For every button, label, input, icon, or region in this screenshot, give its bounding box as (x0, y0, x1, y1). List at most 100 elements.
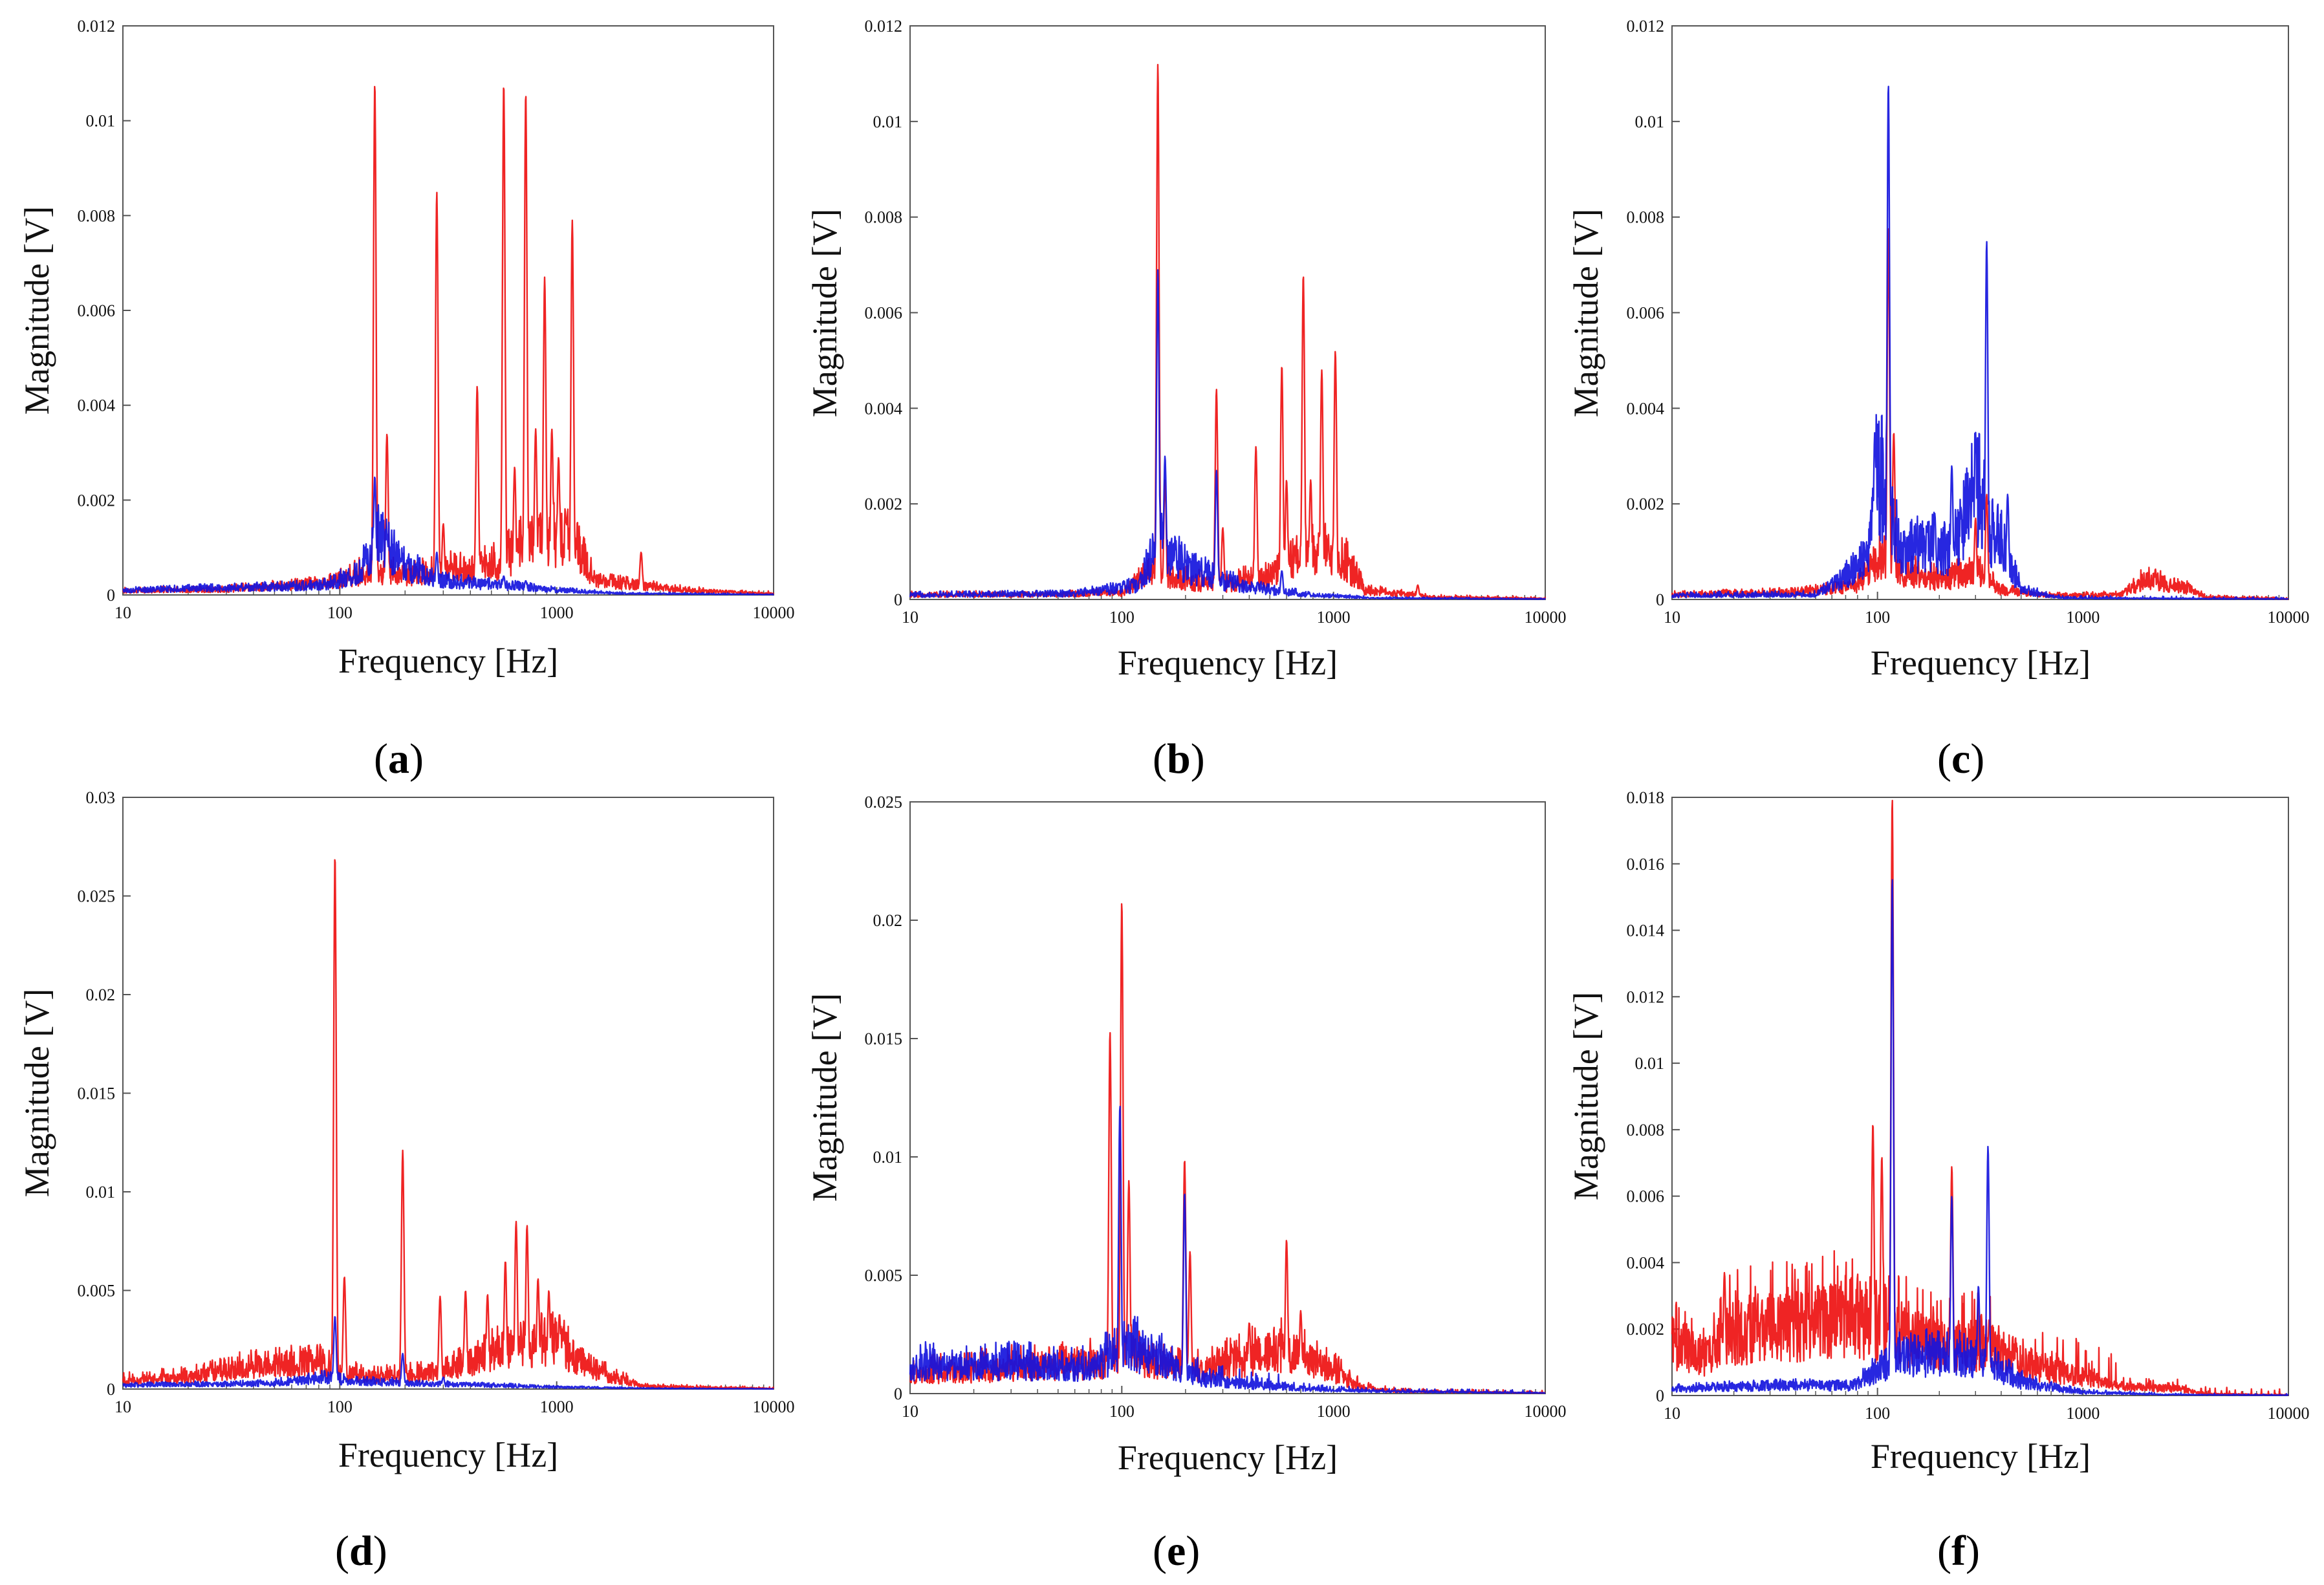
y-tick-label: 0.03 (86, 788, 116, 807)
y-tick-label: 0 (894, 1385, 902, 1403)
x-tick-label: 100 (327, 1397, 353, 1416)
y-axis-label: Magnitude [V] (17, 206, 56, 415)
y-tick-label: 0.025 (78, 887, 116, 906)
y-tick-label: 0.008 (865, 208, 903, 227)
panel-caption: (e) (1153, 1527, 1200, 1575)
y-tick-label: 0.015 (78, 1084, 116, 1103)
x-tick-label: 100 (1865, 1404, 1890, 1423)
x-tick-label: 10000 (1525, 1402, 1567, 1421)
y-tick-label: 0.01 (1635, 1054, 1665, 1073)
series-blue-line (909, 269, 1546, 600)
panel-caption: (d) (335, 1527, 387, 1575)
series-blue-line (909, 1105, 1546, 1394)
y-tick-label: 0.02 (873, 911, 903, 930)
series-blue-line (122, 476, 774, 596)
y-tick-label: 0.004 (1627, 399, 1665, 418)
x-tick-label: 100 (327, 603, 353, 622)
plot-area (1671, 797, 2289, 1396)
x-tick-label: 10000 (1525, 608, 1567, 627)
x-tick-label: 10000 (753, 603, 795, 622)
x-tick-label: 1000 (540, 603, 574, 622)
y-tick-label: 0.004 (1627, 1253, 1665, 1272)
panel-b: Frequency [Hz] Magnitude [V] (b) 10 100 10… (805, 17, 1567, 782)
x-tick-label: 10 (114, 1397, 131, 1416)
plot-area (122, 797, 774, 1390)
plot-area (122, 25, 774, 596)
y-tick-label: 0 (1656, 1386, 1664, 1405)
y-tick-label: 0.002 (1627, 1320, 1665, 1339)
y-tick-label: 0.012 (865, 17, 903, 36)
panel-caption: (b) (1153, 735, 1205, 782)
x-tick-label: 10000 (2268, 608, 2310, 627)
x-tick-label: 100 (1109, 608, 1135, 627)
y-axis-label: Magnitude [V] (1567, 209, 1605, 417)
x-tick-label: 1000 (540, 1397, 574, 1416)
x-tick-label: 10 (902, 1402, 918, 1421)
y-tick-label: 0.01 (86, 1183, 116, 1202)
x-tick-label: 100 (1109, 1402, 1135, 1421)
x-axis-label: Frequency [Hz] (1118, 643, 1338, 682)
x-tick-label: 1000 (1317, 608, 1351, 627)
y-tick-label: 0.014 (1627, 922, 1665, 940)
y-tick-label: 0.01 (873, 1148, 903, 1167)
panel-caption: (c) (1937, 735, 1984, 782)
y-tick-label: 0.006 (865, 304, 903, 323)
y-tick-label: 0.018 (1627, 788, 1665, 807)
x-tick-label: 1000 (2066, 1404, 2100, 1423)
caption-letter: e (1167, 1527, 1186, 1575)
x-axis-label: Frequency [Hz] (1871, 643, 2091, 682)
x-axis-label: Frequency [Hz] (1871, 1437, 2091, 1476)
plot-area (909, 801, 1546, 1394)
x-axis-label: Frequency [Hz] (338, 642, 558, 680)
y-tick-label: 0.005 (78, 1282, 116, 1300)
y-tick-label: 0.008 (1627, 1121, 1665, 1139)
y-tick-label: 0.01 (86, 112, 116, 131)
y-tick-label: 0 (1656, 590, 1664, 609)
panel-c: Frequency [Hz] Magnitude [V] (c) 10 100 10… (1567, 17, 2310, 782)
x-tick-label: 10 (1664, 1404, 1680, 1423)
y-tick-label: 0.006 (1627, 1187, 1665, 1206)
caption-letter: b (1167, 735, 1191, 782)
caption-letter: d (349, 1527, 373, 1575)
panel-caption: (a) (374, 735, 424, 782)
y-axis-label: Magnitude [V] (1567, 992, 1605, 1200)
y-tick-label: 0.004 (865, 399, 903, 418)
y-axis-label: Magnitude [V] (805, 993, 844, 1202)
series-blue-line (1671, 879, 2289, 1396)
y-tick-label: 0.005 (865, 1266, 903, 1285)
panel-caption: (f) (1937, 1527, 1980, 1575)
y-tick-label: 0.002 (865, 495, 903, 513)
y-tick-label: 0 (107, 1380, 115, 1399)
x-tick-label: 10 (114, 603, 131, 622)
x-axis-label: Frequency [Hz] (338, 1436, 558, 1474)
x-tick-label: 1000 (2066, 608, 2100, 627)
series-blue-line (1671, 85, 2289, 600)
y-tick-label: 0.002 (78, 491, 116, 510)
x-tick-label: 10 (1664, 608, 1680, 627)
y-tick-label: 0.016 (1627, 855, 1665, 874)
series-blue-line (122, 1316, 774, 1390)
y-tick-label: 0.015 (865, 1030, 903, 1048)
x-tick-label: 100 (1865, 608, 1890, 627)
caption-letter: f (1951, 1527, 1966, 1575)
y-tick-label: 0.01 (873, 113, 903, 131)
y-tick-label: 0.012 (1627, 987, 1665, 1006)
y-tick-label: 0.006 (78, 301, 116, 320)
y-tick-label: 0 (894, 590, 902, 609)
caption-letter: c (1951, 735, 1970, 782)
panel-a: Frequency [Hz] Magnitude [V] (a) 10 100 10… (17, 17, 795, 782)
panel-e: Frequency [Hz] Magnitude [V] (e) 10 100 10… (805, 793, 1567, 1575)
y-tick-label: 0.008 (1627, 208, 1665, 227)
y-tick-label: 0.012 (78, 17, 116, 36)
x-tick-label: 1000 (1317, 1402, 1351, 1421)
plot-area (909, 25, 1546, 600)
series-red-line (122, 859, 775, 1390)
y-tick-label: 0.002 (1627, 495, 1665, 513)
y-tick-label: 0.012 (1627, 17, 1665, 36)
x-tick-label: 10 (902, 608, 918, 627)
caption-letter: a (388, 735, 409, 782)
y-tick-label: 0.004 (78, 396, 116, 415)
x-tick-label: 10000 (2268, 1404, 2310, 1423)
x-tick-label: 10000 (753, 1397, 795, 1416)
